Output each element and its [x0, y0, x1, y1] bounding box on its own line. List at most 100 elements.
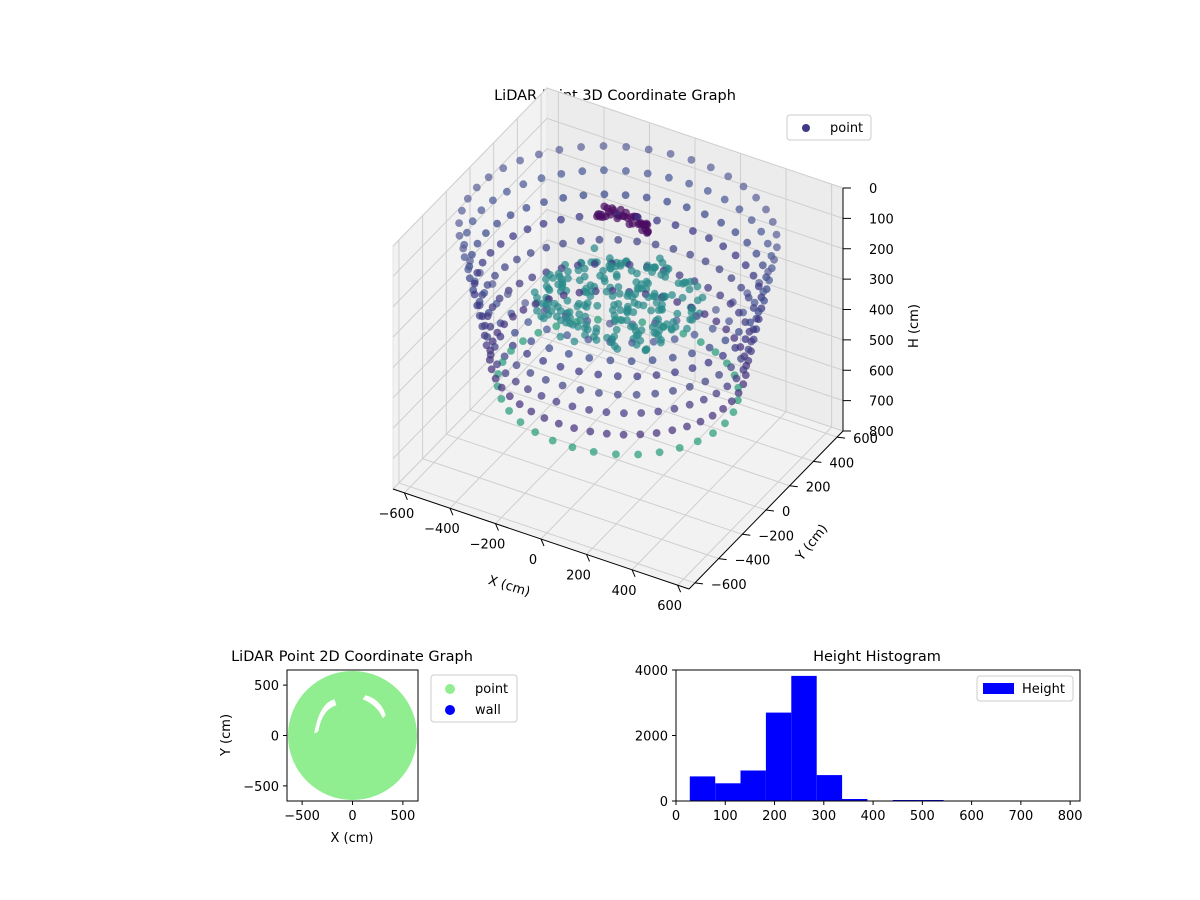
data-point-3d	[511, 377, 520, 386]
data-point-3d	[602, 429, 611, 438]
data-point-3d	[648, 268, 656, 276]
data-point-3d	[644, 293, 653, 301]
data-point-3d	[501, 369, 510, 378]
data-point-3d	[708, 411, 717, 420]
data-point-3d	[578, 167, 587, 176]
data-point-3d	[489, 196, 497, 205]
data-point-3d	[665, 173, 673, 182]
data-point-3d	[473, 239, 482, 248]
data-point-3d	[689, 227, 697, 235]
data-point-3d	[539, 314, 548, 323]
data-point-3d	[754, 308, 763, 316]
data-point-3d	[749, 271, 758, 280]
data-point-3d	[576, 386, 585, 394]
data-point-3d	[709, 429, 717, 437]
data-point-3d	[752, 249, 761, 258]
points-3d	[455, 142, 781, 459]
data-point-3d	[613, 372, 622, 381]
data-point-3d	[497, 395, 506, 403]
data-point-3d	[493, 360, 501, 369]
data-point-3d	[483, 281, 492, 289]
data-point-3d	[700, 310, 709, 318]
data-point-3d	[679, 279, 687, 288]
data-point-3d	[516, 418, 525, 426]
x-tick-label-3d: 200	[566, 568, 591, 583]
data-point-3d	[470, 279, 479, 288]
data-point-3d	[754, 282, 763, 291]
legend-3d: point	[786, 114, 872, 141]
data-point-3d	[519, 337, 527, 345]
data-point-3d	[555, 145, 564, 154]
data-point-3d	[605, 319, 614, 328]
x-tick-3d	[586, 554, 590, 562]
data-point-3d	[524, 385, 532, 394]
data-point-3d	[584, 335, 593, 344]
data-point-3d	[633, 372, 642, 381]
data-point-3d	[606, 264, 615, 273]
data-point-3d	[620, 409, 628, 418]
data-point-3d	[579, 191, 588, 200]
data-point-3d	[531, 300, 540, 308]
data-point-3d	[685, 400, 694, 409]
data-point-3d	[654, 306, 663, 314]
data-point-3d	[675, 444, 684, 452]
data-point-3d	[683, 422, 691, 431]
grid-line-y	[422, 458, 719, 560]
data-point-3d	[548, 436, 557, 445]
data-point-3d	[459, 244, 468, 253]
data-point-3d	[693, 296, 702, 305]
data-point-3d	[705, 343, 714, 352]
grid-line-z	[392, 330, 548, 490]
data-point-3d	[556, 362, 565, 371]
data-point-3d	[539, 357, 547, 365]
data-point-3d	[564, 350, 573, 358]
data-point-3d	[643, 229, 651, 237]
data-point-3d	[585, 354, 594, 362]
data-point-3d	[545, 286, 554, 294]
histogram-bar	[689, 776, 716, 801]
data-point-3d	[559, 194, 568, 202]
data-point-3d	[701, 377, 710, 386]
z-tick-label-3d: 400	[869, 304, 894, 319]
scatter-2d-plot: LiDAR Point 2D Coordinate Graph −500 0 500…	[219, 649, 518, 846]
data-point-3d	[693, 437, 702, 446]
data-point-3d	[669, 387, 677, 395]
data-point-3d	[549, 274, 557, 282]
y-tick-3d	[813, 460, 822, 463]
y-axis-label-3d: Y (cm)	[793, 522, 831, 565]
y-tick-3d	[718, 558, 727, 561]
data-point-3d	[526, 249, 535, 257]
data-point-3d	[623, 214, 632, 223]
data-point-3d	[654, 407, 663, 416]
data-point-3d	[614, 283, 623, 291]
legend-marker-wall-2d	[445, 705, 455, 715]
data-point-3d	[570, 337, 579, 346]
data-point-3d	[582, 303, 591, 311]
x-tick-label-hist: 100	[713, 809, 738, 824]
data-point-3d	[758, 261, 767, 270]
x-axis-label-3d: X (cm)	[486, 573, 532, 600]
data-point-3d	[501, 263, 509, 271]
y-tick-label-3d: 200	[806, 481, 831, 496]
data-point-3d	[735, 205, 744, 214]
data-point-3d	[613, 390, 622, 399]
data-point-3d	[537, 174, 546, 183]
data-point-3d	[632, 340, 641, 349]
data-point-3d	[615, 289, 624, 298]
data-point-3d	[483, 333, 492, 341]
grid-line-y	[398, 482, 696, 584]
data-point-3d	[558, 381, 567, 390]
data-point-3d	[478, 322, 487, 331]
data-point-3d	[734, 396, 742, 405]
x-tick-label-hist: 800	[1058, 809, 1083, 824]
x-tick-label-3d: 600	[657, 599, 682, 614]
data-point-3d	[486, 249, 495, 257]
data-point-3d	[628, 293, 637, 301]
y-tick-label-2d: 500	[254, 679, 279, 694]
data-point-3d	[593, 301, 602, 310]
data-point-3d	[685, 285, 694, 294]
axis-panes-3d	[392, 86, 844, 590]
data-point-3d	[715, 265, 724, 274]
x-tick-3d	[403, 492, 408, 501]
